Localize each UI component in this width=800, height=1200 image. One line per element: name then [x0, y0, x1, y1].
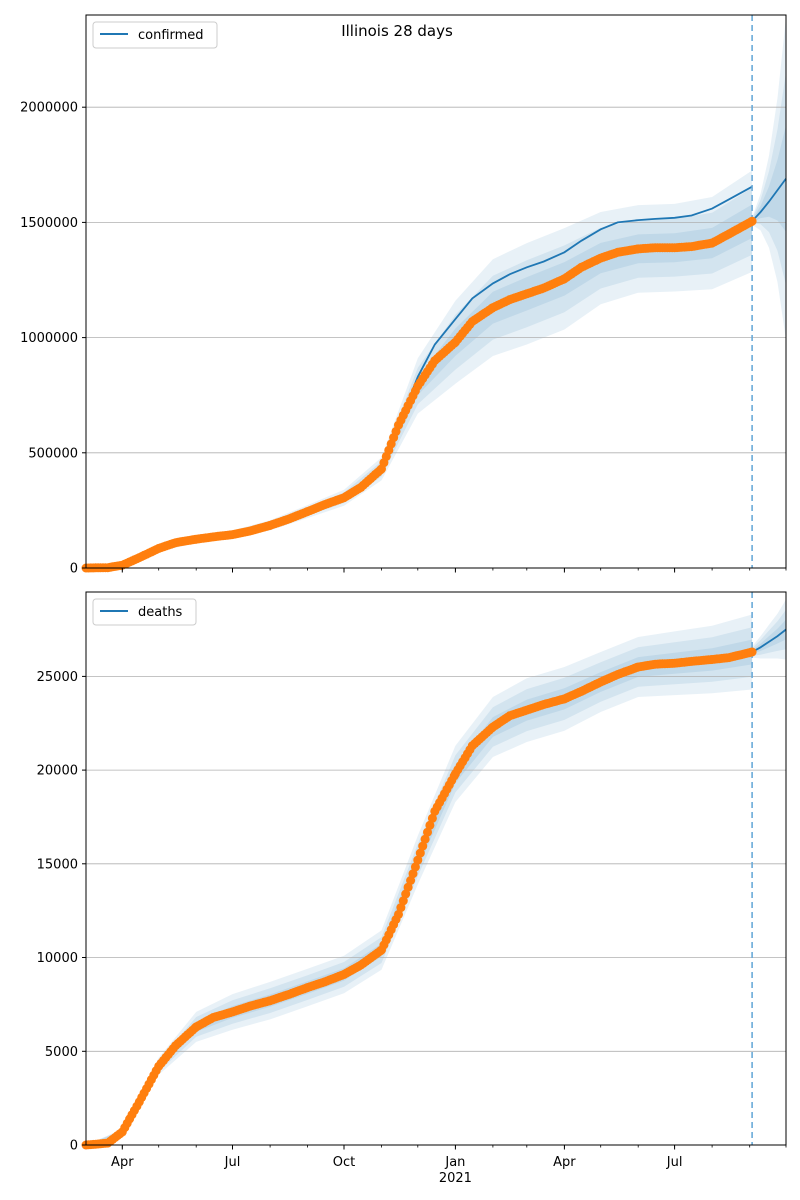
confirmed-legend-box	[92, 21, 218, 49]
deaths-y-tick-label: 0	[70, 1139, 78, 1154]
x-tick-label: Jul	[224, 1155, 241, 1170]
confirmed-observed-point	[747, 216, 757, 226]
confirmed-band-forecast-level-3	[752, 125, 786, 232]
deaths-y-tick-label: 10000	[37, 951, 78, 966]
deaths-y-tick-label: 25000	[37, 670, 78, 685]
deaths-observed-point	[747, 647, 757, 657]
confirmed-panel: 0 500000 1000000 1500000 2000000 confirmed I…	[20, 14, 787, 577]
deaths-observed-point	[423, 827, 432, 837]
deaths-legend-box	[92, 598, 197, 626]
x-tick-label: Jan	[444, 1155, 465, 1170]
confirmed-axes-frame	[85, 14, 787, 569]
confirmed-y-tick-label: 1500000	[20, 216, 78, 231]
confirmed-observed-points	[81, 216, 757, 573]
confirmed-y-tick-label: 1000000	[20, 331, 78, 346]
deaths-legend: deaths	[92, 598, 197, 626]
deaths-observed-point	[401, 889, 411, 899]
confirmed-forecast-line	[751, 178, 787, 222]
x-axis-year-label: 2021	[439, 1171, 472, 1186]
confirmed-y-tick-label: 500000	[28, 446, 78, 461]
deaths-y-tick-label: 20000	[37, 764, 78, 779]
confirmed-y-tick-label: 0	[70, 562, 78, 577]
deaths-observed-point	[406, 876, 416, 885]
confirmed-band-forecast-level-2	[752, 72, 786, 285]
deaths-observed-points	[81, 647, 757, 1150]
chart-title: Illinois 28 days	[341, 22, 453, 40]
confirmed-y-tick-label: 2000000	[20, 101, 78, 116]
confirmed-legend-label: confirmed	[138, 28, 204, 43]
confirmed-y-ticks: 0 500000 1000000 1500000 2000000	[20, 101, 86, 577]
deaths-observed-point	[396, 903, 406, 913]
deaths-observed-point	[413, 855, 423, 865]
deaths-y-ticks: 0 5000 10000 15000 20000 25000	[37, 670, 86, 1154]
deaths-observed-point	[410, 862, 420, 872]
confirmed-lines	[380, 15, 787, 568]
deaths-band-forecast-level-2	[752, 609, 786, 656]
deaths-observed-point	[425, 820, 435, 830]
deaths-observed-point	[394, 909, 403, 919]
deaths-observed-point	[427, 813, 437, 823]
deaths-observed-point	[415, 848, 425, 858]
deaths-band-forecast-level-3	[752, 619, 786, 654]
x-tick-label: Oct	[333, 1155, 355, 1170]
x-tick-label: Apr	[111, 1155, 134, 1170]
x-tick-label: Apr	[553, 1155, 576, 1170]
deaths-observed-point	[420, 834, 430, 844]
deaths-observed-point	[408, 869, 418, 879]
deaths-y-tick-label: 15000	[37, 857, 78, 872]
deaths-axes-frame	[85, 591, 787, 1146]
deaths-forecast-line	[751, 628, 787, 653]
deaths-band-forecast-level-1	[752, 599, 786, 660]
deaths-confidence-bands	[86, 599, 786, 1145]
confirmed-legend: confirmed	[92, 21, 218, 49]
deaths-x-ticks: Apr Jul Oct Jan Apr Jul	[111, 1145, 787, 1170]
x-tick-label: Jul	[666, 1155, 683, 1170]
deaths-y-tick-label: 5000	[45, 1045, 78, 1060]
deaths-observed-point	[418, 841, 428, 851]
deaths-band-level-1	[86, 614, 753, 1145]
deaths-legend-label: deaths	[138, 605, 183, 620]
confirmed-model-line	[380, 185, 753, 470]
confirmed-band-forecast-level-1	[752, 17, 786, 340]
confirmed-gridlines	[86, 106, 786, 454]
deaths-gridlines	[86, 676, 786, 1052]
deaths-observed-point	[398, 896, 408, 906]
deaths-band-level-2	[86, 627, 753, 1145]
